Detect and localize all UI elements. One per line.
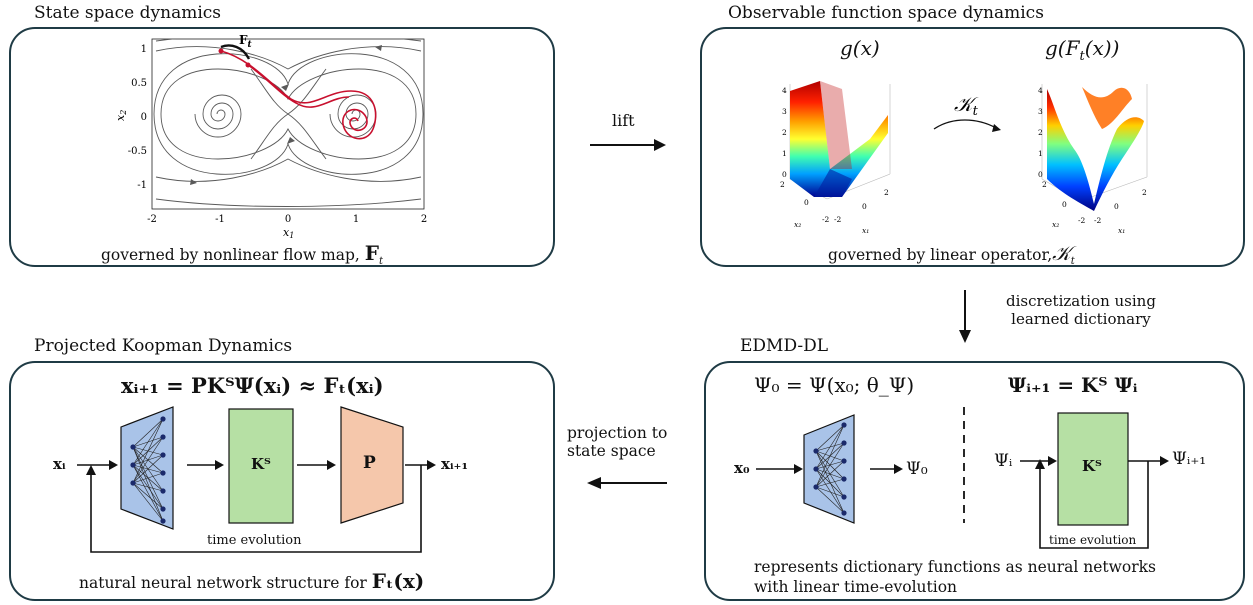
svg-text:x₂: x₂ [794,220,801,229]
svg-text:1: 1 [141,44,147,55]
svg-text:x₁: x₁ [1118,226,1125,235]
right-z-ticks: 4 3 2 1 0 [1038,86,1043,179]
svg-text:-2: -2 [822,215,830,224]
projection-arrow [587,477,667,489]
svg-text:-0.5: -0.5 [128,146,147,157]
projected-title: Projected Koopman Dynamics [34,336,293,356]
left-x-ticks: 2 0 -2 -2 0 2 x₂ x₁ [780,180,889,235]
svg-text:0: 0 [1038,170,1043,179]
svg-text:0: 0 [1062,200,1067,209]
svg-text:2: 2 [780,180,785,189]
svg-text:x₁: x₁ [862,226,869,235]
svg-text:1: 1 [782,149,787,158]
right-x-ticks: 2 0 -2 -2 0 2 x₂ x₁ [1042,180,1147,235]
svg-text:0: 0 [285,214,291,225]
svg-text:-1: -1 [215,214,225,225]
svg-text:2: 2 [782,128,787,137]
svg-text:2: 2 [1038,128,1043,137]
svg-text:-2: -2 [1094,216,1102,225]
flow-map-annotation: Ft [239,33,253,50]
svg-text:0: 0 [782,170,787,179]
edmd-caption: represents dictionary functions as neura… [754,558,1157,596]
svg-text:2: 2 [884,188,889,197]
projected-caption: natural neural network structure for Fₜ(… [79,569,425,593]
projected-equation: xᵢ₊₁ = PKᵀΨ(xᵢ) ≈ Fₜ(xᵢ) [121,373,384,398]
svg-text:0.5: 0.5 [131,78,147,89]
y-tick-labels: 1 0.5 0 -0.5 -1 [128,44,147,191]
svg-text:-1: -1 [137,180,147,191]
svg-text:-2: -2 [147,214,157,225]
projected-p-box [340,406,404,524]
edmd-time-evolution-label: time evolution [1049,533,1137,547]
svg-text:0: 0 [141,112,147,123]
edmd-k-box [1057,412,1129,526]
svg-text:0: 0 [862,202,867,211]
discretization-arrow [959,290,971,343]
projected-time-evolution-label: time evolution [207,533,302,548]
edmd-input-label: x₀ [734,459,750,477]
projected-k-box [228,408,294,524]
svg-text:3: 3 [1038,107,1043,116]
lift-label: lift [612,111,635,130]
projection-label: projection to state space [567,424,668,460]
svg-text:3: 3 [782,107,787,116]
projected-p-box-label: P [363,453,376,473]
projected-panel: xᵢ₊₁ = PKᵀΨ(xᵢ) ≈ Fₜ(xᵢ) xᵢ xᵢ [9,361,555,601]
koopman-operator-label: 𝒦t [954,92,979,119]
observable-title: Observable function space dynamics [728,3,1044,23]
edmd-evolution-equation: Ψᵢ₊₁ = Kᵀ Ψᵢ [1008,373,1138,397]
state-space-panel: Ft 1 0.5 0 -0.5 -1 -2 -1 0 1 2 x1 x2 gov… [9,27,555,267]
projected-output-label: xᵢ₊₁ [441,455,469,473]
svg-text:x₂: x₂ [1052,220,1059,229]
observable-caption: governed by linear operator,𝒦t [828,241,1075,268]
g-ft-x-label: g(Ft(x)) [1045,36,1120,64]
svg-text:0: 0 [1114,202,1119,211]
svg-text:-2: -2 [1078,216,1086,225]
surface-plots: 4 3 2 1 0 2 0 -2 -2 0 2 x₂ x₁ 𝒦t [780,81,1148,235]
svg-text:1: 1 [1038,149,1043,158]
svg-text:1: 1 [353,214,359,225]
x-tick-labels: -2 -1 0 1 2 [147,214,427,225]
edmd-dictionary-equation: Ψ₀ = Ψ(x₀; θ_Ψ) [754,373,915,397]
state-space-caption: governed by nonlinear flow map, Ft [101,241,383,268]
edmd-k-box-label: Kᵀ [1082,457,1102,475]
edmd-neural-network [803,414,855,524]
y-axis-label: x2 [114,110,128,121]
x-axis-label: x1 [283,226,294,240]
edmd-title: EDMD-DL [740,336,829,356]
lift-arrow [590,139,666,151]
projected-diagram [77,406,436,553]
edmd-panel: Ψ₀ = Ψ(x₀; θ_Ψ) Ψᵢ₊₁ = Kᵀ Ψᵢ x₀ Ψ₀ Ψ [704,361,1245,601]
observable-panel: g(x) g(Ft(x)) [700,27,1245,267]
svg-text:-2: -2 [834,215,842,224]
svg-text:0: 0 [804,198,809,207]
phase-portrait-plot: Ft 1 0.5 0 -0.5 -1 -2 -1 0 1 2 x1 x2 [114,33,427,240]
svg-text:2: 2 [1042,180,1047,189]
svg-text:2: 2 [1142,188,1147,197]
edmd-diagram [756,407,1169,549]
discretization-label: discretization using learned dictionary [1006,292,1156,328]
edmd-k-output-label: Ψᵢ₊₁ [1172,449,1207,469]
left-z-ticks: 4 3 2 1 0 [782,86,787,179]
edmd-k-input-label: Ψᵢ [994,451,1013,471]
svg-text:4: 4 [1038,86,1043,95]
g-x-label: g(x) [840,36,880,60]
svg-text:4: 4 [782,86,787,95]
state-space-title: State space dynamics [34,3,222,23]
projected-k-box-label: Kᵀ [251,455,271,473]
projected-input-label: xᵢ [53,455,66,473]
edmd-output-label: Ψ₀ [906,459,928,479]
svg-text:2: 2 [421,214,427,225]
